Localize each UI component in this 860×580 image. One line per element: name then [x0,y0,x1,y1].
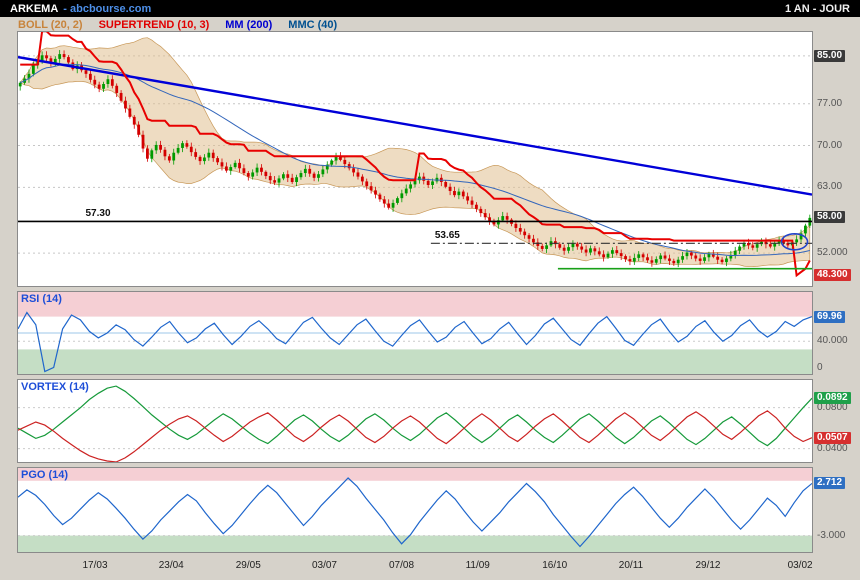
axis-label: 52.000 [817,247,848,259]
date-label: 29/05 [235,560,261,571]
axis-label: 85.00 [814,49,846,62]
axis-label: 2.712 [814,477,846,490]
axis-label: 70.00 [817,139,843,151]
indicator-legend: BOLL (20, 2) SUPERTREND (10, 3) MM (200) MM… [18,19,337,32]
price-level-label: 57.30 [85,208,111,220]
legend-item-mmc[interactable]: MMC (40) [288,19,338,31]
axis-label: 0.0892 [814,392,851,405]
date-label: 29/12 [695,560,721,571]
pgo-axis: 2.712 -3.000 [814,468,860,552]
rsi-panel [17,291,813,375]
site-link[interactable]: - abcbourse.com [63,2,152,15]
date-label: 03/02 [787,560,813,571]
vortex-label: VORTEX (14) [21,381,89,393]
axis-label: 77.00 [817,97,843,109]
axis-label: -3.000 [817,529,846,541]
axis-label: 0.0800 [817,401,848,413]
axis-label: 69.96 [814,310,846,323]
date-label: 20/11 [618,560,644,571]
date-label: 11/09 [465,560,490,571]
vortex-axis: 0.0892 0.0800 0.0507 0.0400 [814,380,860,462]
date-axis: 17/03 23/04 29/05 03/07 07/08 11/09 16/10 20/11… [0,556,860,576]
legend-item-boll[interactable]: BOLL (20, 2) [18,19,83,31]
vortex-panel [17,379,813,463]
axis-label: 0 [817,362,823,373]
date-label: 03/07 [311,560,337,571]
axis-label: 58.00 [814,211,846,224]
pgo-chart[interactable] [18,468,812,552]
legend-item-mm[interactable]: MM (200) [225,19,273,31]
symbol-name: ARKEMA [10,2,59,15]
price-axis: 85.00 77.00 70.00 63.00 58.00 52.000 48.300 [814,32,860,286]
rsi-label: RSI (14) [21,293,62,305]
axis-label: 40.000 [817,335,848,347]
price-panel [17,31,813,287]
axis-label: 48.300 [814,269,851,282]
axis-label: 63.00 [817,181,843,193]
rsi-chart[interactable] [18,292,812,374]
axis-label: 0.0400 [817,442,848,454]
titlebar: ARKEMA - abcbourse.com 1 AN - JOUR [0,0,860,17]
axis-label: 0.0507 [814,431,851,444]
pgo-label: PGO (14) [21,469,69,481]
vortex-chart[interactable] [18,380,812,462]
date-label: 23/04 [158,560,184,571]
price-level-label: 53.65 [434,230,460,242]
date-label: 16/10 [542,560,568,571]
legend-item-supertrend[interactable]: SUPERTREND (10, 3) [98,19,210,31]
pgo-panel [17,467,813,553]
date-label: 17/03 [82,560,108,571]
date-label: 07/08 [388,560,415,571]
rsi-axis: 69.96 40.000 0 [814,292,860,374]
price-chart[interactable] [18,32,812,286]
chart-title: ARKEMA - abcbourse.com [10,3,151,15]
timeframe-label: 1 AN - JOUR [785,2,850,15]
